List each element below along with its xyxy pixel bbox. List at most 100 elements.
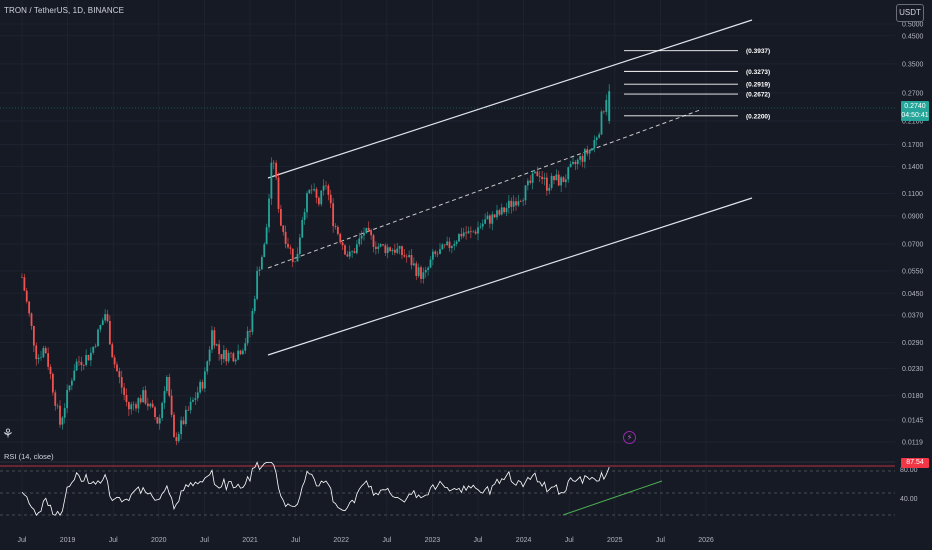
candle-body — [386, 247, 389, 253]
candle-body — [334, 226, 337, 227]
candle-body — [446, 241, 449, 246]
candle-body — [170, 395, 173, 415]
candle-body — [448, 241, 451, 249]
candle-body — [401, 246, 403, 256]
candle-body — [555, 174, 558, 181]
candle-body — [30, 313, 33, 326]
candle-body — [156, 417, 159, 424]
target-level-label: (0.3937) — [746, 48, 770, 55]
candle-body — [557, 174, 560, 186]
candle-body — [85, 354, 88, 366]
time-tick-label: Jul — [565, 537, 574, 544]
candle-body — [348, 251, 351, 257]
candle-body — [403, 255, 406, 257]
candle-body — [472, 231, 475, 233]
candle-body — [37, 357, 40, 360]
candle-body — [519, 201, 522, 202]
candle-body — [572, 161, 574, 164]
candle-body — [35, 345, 38, 360]
symbol-title[interactable]: TRON / TetherUS, 1D, BINANCE — [4, 6, 125, 15]
candle-body — [199, 381, 202, 393]
candle-body — [118, 371, 121, 378]
candle-body — [94, 346, 97, 347]
candle-body — [92, 346, 95, 353]
candle-body — [522, 200, 525, 202]
candle-body — [28, 301, 31, 314]
candle-body — [120, 377, 123, 388]
candle-body — [253, 298, 256, 311]
candle-body — [268, 198, 270, 228]
time-tick-label: 2026 — [698, 537, 714, 544]
time-tick-label: 2022 — [333, 537, 349, 544]
time-tick-label: Jul — [382, 537, 391, 544]
currency-button[interactable]: USDT — [896, 4, 924, 22]
rsi-divergence-trendline[interactable] — [562, 480, 663, 516]
candle-body — [591, 148, 593, 151]
candle-body — [54, 392, 57, 406]
candle-body — [339, 233, 342, 243]
target-level-label: (0.2672) — [746, 92, 770, 99]
candle-body — [608, 91, 611, 122]
candles[interactable] — [21, 84, 611, 446]
candle-body — [332, 203, 335, 227]
candle-body — [104, 314, 107, 321]
candle-body — [486, 215, 489, 220]
candle-body — [372, 235, 375, 247]
candle-body — [303, 212, 306, 220]
candle-body — [116, 364, 118, 372]
candle-body — [543, 177, 546, 180]
price-tick-label: 0.0119 — [902, 440, 923, 447]
candle-body — [244, 343, 247, 351]
candle-body — [284, 231, 287, 244]
candle-body — [142, 390, 145, 403]
candle-body — [263, 244, 266, 258]
candle-body — [272, 162, 275, 164]
time-tick-label: Jul — [474, 537, 483, 544]
candle-body — [306, 193, 308, 213]
candle-body — [239, 350, 242, 355]
candle-body — [322, 185, 325, 191]
candle-body — [189, 401, 192, 411]
candle-body — [313, 189, 316, 191]
candle-body — [588, 150, 591, 154]
candle-body — [194, 398, 197, 400]
candle-body — [534, 171, 536, 174]
price-tick-label: 0.1700 — [902, 142, 924, 149]
candle-body — [412, 263, 415, 266]
candle-body — [127, 402, 130, 410]
candle-body — [40, 357, 42, 358]
price-tick-label: 0.2700 — [902, 90, 924, 97]
candle-body — [168, 377, 171, 396]
time-axis[interactable]: Jul 2019 Jul 2020 Jul 2021 Jul 2022 Jul 2023 Jul 20… — [18, 537, 714, 544]
time-tick-label: 2020 — [151, 537, 167, 544]
candle-body — [327, 185, 330, 195]
candle-body — [503, 207, 506, 213]
candle-body — [408, 255, 411, 258]
candle-body — [420, 267, 422, 279]
candle-body — [382, 244, 384, 246]
channel-lower-line[interactable] — [267, 197, 753, 356]
candle-body — [66, 389, 69, 409]
candle-body — [275, 162, 278, 178]
current-price-badge: 0.2740 04:50:41 — [901, 101, 929, 121]
candle-body — [289, 247, 292, 249]
price-axis[interactable]: 0.5000 0.4500 0.3500 0.2700 0.2100 0.1700 0.14… — [902, 22, 924, 447]
candle-body — [569, 163, 572, 168]
price-tick-label: 0.4500 — [902, 33, 924, 40]
candle-body — [220, 354, 223, 360]
candle-body — [602, 111, 605, 113]
candle-body — [234, 359, 237, 362]
target-levels[interactable]: (0.3937) (0.3273) (0.2919) (0.2672) (0.2200) — [624, 48, 770, 120]
channel-upper-line[interactable] — [267, 19, 753, 179]
candle-body — [493, 214, 496, 218]
candle-body — [453, 243, 456, 246]
price-tick-label: 0.0230 — [902, 366, 924, 373]
rsi-title[interactable]: RSI (14, close) — [4, 452, 54, 461]
candle-body — [144, 390, 147, 404]
time-tick-label: 2023 — [425, 537, 441, 544]
candle-body — [384, 245, 387, 253]
lightning-icon[interactable]: ⚡ — [623, 431, 636, 444]
candle-body — [491, 214, 494, 224]
